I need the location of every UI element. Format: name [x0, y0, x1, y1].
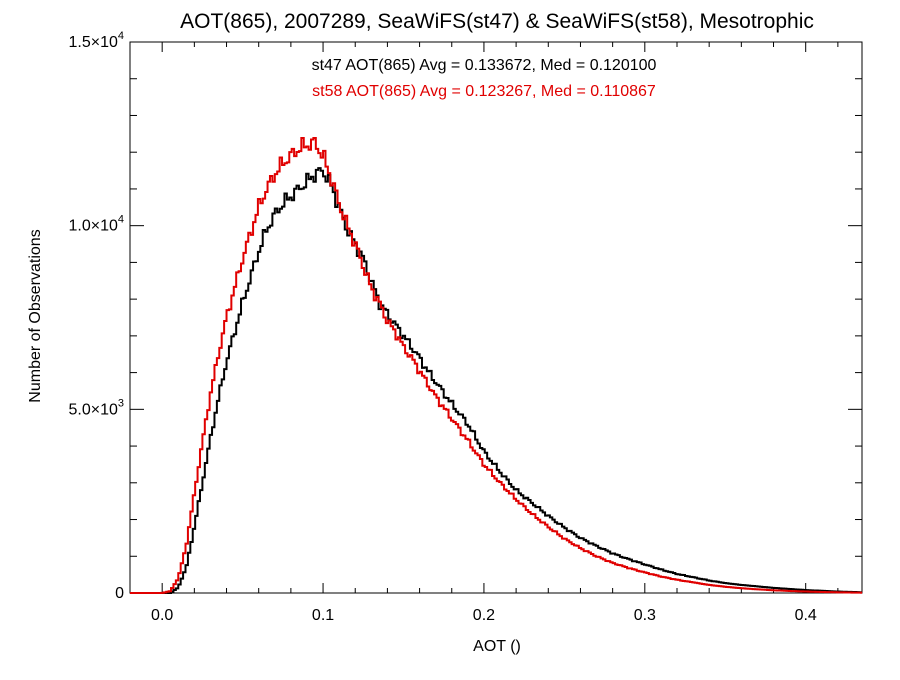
series-line-st58 [130, 137, 863, 594]
annotation-st58: st58 AOT(865) Avg = 0.123267, Med = 0.11… [312, 83, 656, 100]
series-line-st47 [130, 167, 863, 594]
y-tick-label: 1.0×104 [68, 214, 124, 235]
y-axis-label: Number of Observations [27, 229, 44, 402]
x-tick-label: 0.1 [312, 607, 334, 624]
x-tick-label: 0.0 [151, 607, 173, 624]
plot-area: 0.0 0.1 0.2 0.3 0.4 0 5.0×103 1.0×104 1.5×104 [68, 30, 863, 624]
annotation-st47: st47 AOT(865) Avg = 0.133672, Med = 0.12… [312, 57, 657, 74]
chart-title: AOT(865), 2007289, SeaWiFS(st47) & SeaWi… [180, 10, 814, 33]
y-tick-label: 0 [115, 585, 124, 602]
x-tick-label: 0.4 [795, 607, 817, 624]
x-tick-label: 0.3 [634, 607, 656, 624]
plot-frame [129, 41, 863, 594]
x-tick-label: 0.2 [473, 607, 495, 624]
y-tick-label: 1.5×104 [68, 30, 124, 51]
y-tick-label: 5.0×103 [68, 397, 124, 418]
x-axis-label: AOT () [473, 638, 521, 655]
